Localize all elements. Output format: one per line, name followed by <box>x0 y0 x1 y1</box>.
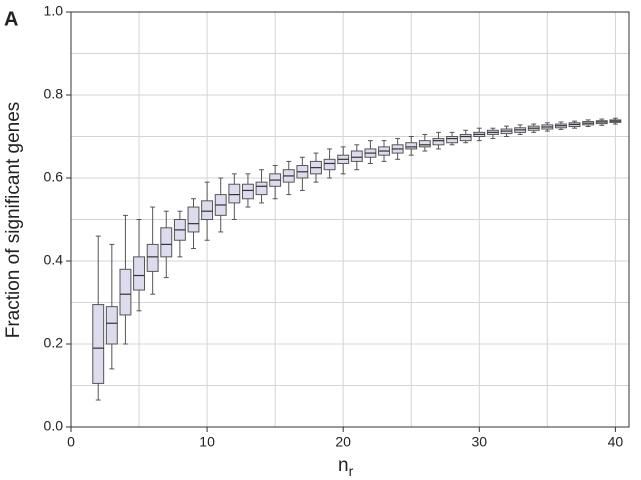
box <box>228 183 241 204</box>
box <box>459 133 472 142</box>
x-axis-label: nr <box>338 455 354 479</box>
box <box>241 183 254 200</box>
x-tick-label: 30 <box>472 434 488 450</box>
box <box>405 142 418 150</box>
y-axis-label: Fraction of significant genes <box>3 102 24 339</box>
x-tick-label: 0 <box>67 434 75 450</box>
box <box>160 227 173 258</box>
box <box>187 206 200 233</box>
box <box>446 136 459 144</box>
y-tick-label: 0.6 <box>44 169 64 185</box>
box <box>201 200 214 220</box>
box <box>350 150 363 162</box>
y-tick-label: 0.0 <box>44 418 64 434</box>
box <box>105 306 118 345</box>
x-tick-label: 20 <box>335 434 351 450</box>
x-axis-label-sub: r <box>349 463 354 479</box>
y-tick-label: 0.4 <box>44 252 64 268</box>
box <box>432 138 445 146</box>
box <box>255 181 268 196</box>
plot-frame <box>70 11 630 428</box>
x-tick-label: 10 <box>199 434 215 450</box>
box <box>92 304 105 384</box>
box <box>133 256 145 291</box>
box <box>418 140 431 148</box>
panel-label: A <box>4 8 18 30</box>
x-tick-label: 40 <box>608 434 624 450</box>
y-tick-label: 1.0 <box>44 3 64 19</box>
box <box>146 243 159 272</box>
box <box>119 268 132 316</box>
x-axis-label-main: n <box>338 455 349 476</box>
box <box>323 158 336 171</box>
y-tick-label: 0.2 <box>44 335 64 351</box>
y-tick-label: 0.8 <box>44 86 64 102</box>
